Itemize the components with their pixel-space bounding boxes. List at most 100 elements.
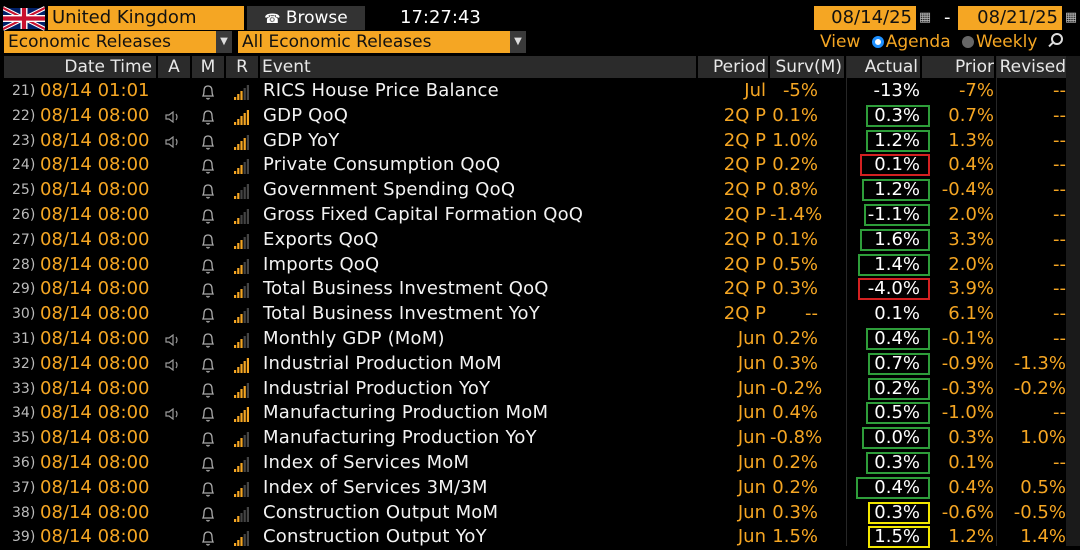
event-name[interactable]: Total Business Investment QoQ [263, 278, 549, 300]
relevance-bars-icon [234, 85, 249, 100]
table-row[interactable]: 39) 08/14 08:00 Construction Output YoY Jun… [0, 525, 1080, 550]
table-row[interactable]: 34) 08/14 08:00 Manufacturing Production M… [0, 401, 1080, 426]
table-row[interactable]: 29) 08/14 08:00 Total Business Investment … [0, 277, 1080, 302]
bell-icon[interactable] [200, 108, 216, 126]
col-r[interactable]: R [226, 56, 258, 78]
event-name[interactable]: Gross Fixed Capital Formation QoQ [263, 203, 584, 225]
category-select[interactable]: Economic Releases ▼ [4, 31, 232, 53]
agenda-radio[interactable] [871, 36, 884, 48]
survey-value: 0.2% [772, 451, 818, 473]
event-name[interactable]: Government Spending QoQ [263, 179, 516, 201]
bell-icon[interactable] [200, 505, 216, 523]
table-row[interactable]: 37) 08/14 08:00 Index of Services 3M/3M Jun… [0, 476, 1080, 501]
event-name[interactable]: Monthly GDP (MoM) [263, 327, 445, 349]
event-name[interactable]: Total Business Investment YoY [263, 303, 540, 325]
event-name[interactable]: Construction Output MoM [263, 501, 499, 523]
table-row[interactable]: 21) 08/14 01:01 RICS House Price Balance Ju… [0, 79, 1080, 104]
chevron-down-icon[interactable]: ▼ [216, 31, 232, 53]
col-m[interactable]: M [192, 56, 224, 78]
table-header: Date Time A M R Event Period Surv(M) Act… [0, 56, 1080, 78]
revised-value: 1.0% [1020, 427, 1066, 449]
event-name[interactable]: Industrial Production MoM [263, 352, 502, 374]
end-calendar-icon[interactable]: ▦ [1064, 10, 1078, 25]
table-row[interactable]: 32) 08/14 08:00 Industrial Production MoM J… [0, 352, 1080, 377]
actual-highlight [866, 129, 930, 152]
period: Jun [737, 327, 766, 349]
bell-icon[interactable] [200, 331, 216, 349]
col-survey[interactable]: Surv(M) [770, 56, 844, 78]
bell-icon[interactable] [200, 306, 216, 324]
bell-icon[interactable] [200, 83, 216, 101]
col-a[interactable]: A [158, 56, 190, 78]
scrollbar[interactable] [1066, 56, 1080, 546]
event-name[interactable]: RICS House Price Balance [263, 80, 499, 101]
table-row[interactable]: 31) 08/14 08:00 Monthly GDP (MoM) Jun 0.2% 0.… [0, 327, 1080, 352]
table-row[interactable]: 27) 08/14 08:00 Exports QoQ 2Q P 0.1% 1.6% 3.3… [0, 228, 1080, 253]
event-name[interactable]: GDP QoQ [263, 104, 349, 126]
event-name[interactable]: Index of Services MoM [263, 451, 470, 473]
agenda-label[interactable]: Agenda [885, 32, 951, 52]
col-date-time[interactable]: Date Time [4, 56, 156, 78]
table-row[interactable]: 23) 08/14 08:00 GDP YoY 2Q P 1.0% 1.2% 1.3% -- [0, 129, 1080, 154]
event-name[interactable]: GDP YoY [263, 129, 340, 151]
bell-icon[interactable] [200, 381, 216, 399]
weekly-label[interactable]: Weekly [976, 32, 1038, 52]
end-date-field[interactable]: 08/21/25 [958, 6, 1062, 30]
bell-icon[interactable] [200, 281, 216, 299]
table-row[interactable]: 22) 08/14 08:00 GDP QoQ 2Q P 0.1% 0.3% 0.7% -- [0, 104, 1080, 129]
table-row[interactable]: 35) 08/14 08:00 Manufacturing Production Y… [0, 426, 1080, 451]
bell-icon[interactable] [200, 356, 216, 374]
bell-icon[interactable] [200, 133, 216, 151]
row-number: 39) [12, 529, 36, 546]
table-row[interactable]: 25) 08/14 08:00 Government Spending QoQ 2Q … [0, 178, 1080, 203]
col-event[interactable]: Event [260, 56, 696, 78]
event-name[interactable]: Exports QoQ [263, 228, 379, 250]
table-row[interactable]: 36) 08/14 08:00 Index of Services MoM Jun 0.… [0, 451, 1080, 476]
col-revised[interactable]: Revised [996, 56, 1066, 78]
speaker-icon[interactable] [165, 333, 181, 346]
revised-value: -0.5% [1013, 501, 1066, 523]
event-name[interactable]: Private Consumption QoQ [263, 154, 501, 176]
weekly-radio[interactable] [962, 36, 975, 48]
table-row[interactable]: 28) 08/14 08:00 Imports QoQ 2Q P 0.5% 1.4% 2.0… [0, 253, 1080, 278]
start-calendar-icon[interactable]: ▦ [918, 10, 932, 25]
bell-icon[interactable] [200, 529, 216, 547]
event-name[interactable]: Imports QoQ [263, 253, 380, 275]
table-row[interactable]: 33) 08/14 08:00 Industrial Production YoY J… [0, 377, 1080, 402]
bell-icon[interactable] [200, 257, 216, 275]
col-period[interactable]: Period [698, 56, 768, 78]
bell-icon[interactable] [200, 480, 216, 498]
bell-icon[interactable] [200, 207, 216, 225]
speaker-icon[interactable] [165, 408, 181, 421]
table-row[interactable]: 30) 08/14 08:00 Total Business Investment … [0, 302, 1080, 327]
event-name[interactable]: Index of Services 3M/3M [263, 476, 488, 498]
search-icon[interactable] [1045, 32, 1063, 50]
col-prior[interactable]: Prior [922, 56, 994, 78]
browse-button[interactable]: ☎ Browse [247, 6, 365, 30]
event-name[interactable]: Manufacturing Production MoM [263, 402, 549, 424]
bell-icon[interactable] [200, 232, 216, 250]
actual-value: 0.2% [874, 377, 920, 399]
event-name[interactable]: Construction Output YoY [263, 526, 487, 548]
country-field[interactable]: United Kingdom [48, 6, 244, 30]
bell-icon[interactable] [200, 182, 216, 200]
bell-icon[interactable] [200, 157, 216, 175]
start-date-field[interactable]: 08/14/25 [814, 6, 916, 30]
survey-value: 0.1% [772, 228, 818, 250]
table-row[interactable]: 24) 08/14 08:00 Private Consumption QoQ 2Q … [0, 153, 1080, 178]
actual-highlight [862, 427, 930, 450]
bell-icon[interactable] [200, 430, 216, 448]
bell-icon[interactable] [200, 405, 216, 423]
chevron-down-icon[interactable]: ▼ [510, 31, 526, 53]
table-row[interactable]: 38) 08/14 08:00 Construction Output MoM Jun… [0, 501, 1080, 526]
event-name[interactable]: Industrial Production YoY [263, 377, 491, 399]
speaker-icon[interactable] [165, 135, 181, 148]
subcategory-select[interactable]: All Economic Releases ▼ [238, 31, 526, 53]
event-name[interactable]: Manufacturing Production YoY [263, 427, 537, 449]
speaker-icon[interactable] [165, 110, 181, 123]
speaker-icon[interactable] [165, 358, 181, 371]
filter-bar: Economic Releases ▼ All Economic Release… [0, 31, 1080, 55]
bell-icon[interactable] [200, 455, 216, 473]
col-actual[interactable]: Actual [846, 56, 920, 78]
table-row[interactable]: 26) 08/14 08:00 Gross Fixed Capital Format… [0, 203, 1080, 228]
